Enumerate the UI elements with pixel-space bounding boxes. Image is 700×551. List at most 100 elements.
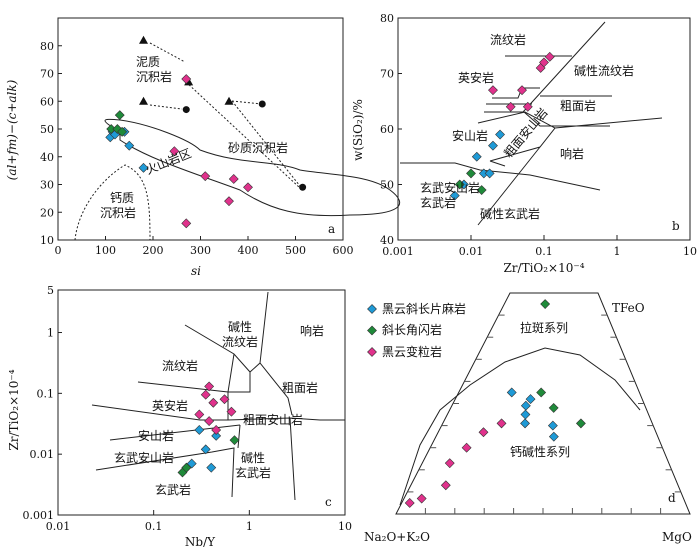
b-xtick-label: 0.1 [535, 245, 553, 258]
a-xtick-label: 400 [238, 244, 259, 257]
legend-marker [367, 304, 377, 314]
a-ytick-label: 50 [40, 123, 54, 136]
panel-a-field-calc: 钙质 [110, 191, 134, 205]
b-xtick-label: 0.01 [459, 245, 484, 258]
legend-label-amphibolite: 斜长角闪岩 [382, 322, 442, 337]
panel-c-field-trachyandesite: 粗面安山岩 [243, 412, 303, 427]
panel-c-field-alk-rhyolite: 碱性 [228, 320, 252, 334]
panel-b-field-rhyolite: 流纹岩 [490, 32, 526, 47]
panel-d-apex-top: TFeO [612, 301, 645, 315]
c-ytick-label: 0.001 [23, 509, 55, 522]
c-ytick-label: 1 [47, 327, 54, 340]
c-point [208, 397, 219, 408]
a-ytick-label: 30 [40, 179, 54, 192]
b-ytick-label: 50 [380, 179, 394, 192]
panel-c-tag: c [325, 495, 332, 509]
panel-d-field-tholeiitic: 拉斑系列 [520, 320, 568, 335]
a-point [169, 146, 180, 157]
a-point [181, 74, 192, 84]
c-point [211, 430, 222, 441]
d-point [506, 387, 517, 398]
panel-a-volcanic-field [104, 118, 401, 217]
panel-c-field-dacite: 英安岩 [152, 398, 188, 413]
panel-d: TFeO Na₂O+K₂O MgO 拉斑系列 钙碱性系列 d 黑云斜长片麻岩 斜… [364, 292, 692, 544]
d-point [461, 442, 472, 453]
panel-d-triangle [395, 292, 691, 515]
c-point [200, 389, 211, 400]
panel-c-field-alk-basalt-2: 玄武岩 [235, 465, 271, 480]
a-ref-circle [258, 100, 266, 108]
a-ref-circle [182, 106, 190, 114]
c-xtick-label: 1 [246, 520, 253, 533]
a-ytick-label: 70 [40, 68, 54, 81]
panel-b-y-ticks: 40 50 60 70 80 [380, 12, 402, 247]
a-ytick-label: 20 [40, 206, 54, 219]
b-point [544, 51, 555, 62]
panel-d-apex-right: MgO [662, 530, 692, 544]
d-point [520, 400, 531, 411]
a-point [138, 162, 149, 173]
panel-c-x-ticks: 0.01 0.1 1 10 [46, 510, 352, 533]
d-point [536, 387, 547, 398]
b-xtick-label: 10 [683, 245, 697, 258]
a-point [243, 182, 253, 193]
panel-a-points [105, 74, 253, 229]
a-ref-triangle [224, 96, 234, 105]
panel-b-field-dacite: 英安岩 [458, 70, 494, 85]
a-xtick-label: 600 [333, 244, 354, 257]
c-ytick-label: 0.01 [30, 448, 55, 461]
a-point [124, 140, 135, 151]
panel-b-x-ticks: 0.001 0.01 0.1 1 10 [382, 235, 697, 258]
d-point [478, 427, 489, 438]
a-xtick-label: 500 [285, 244, 306, 257]
panel-a-calc-field [74, 164, 151, 241]
d-point [496, 418, 507, 429]
c-point [219, 394, 230, 405]
d-point [548, 402, 559, 413]
b-ytick-label: 40 [380, 234, 394, 247]
b-point [466, 168, 476, 179]
a-ytick-label: 40 [40, 151, 54, 164]
d-point [520, 409, 531, 420]
b-point [522, 101, 533, 112]
a-ytick-label: 60 [40, 95, 54, 108]
d-point [525, 394, 536, 405]
panel-d-field-calcalkaline: 钙碱性系列 [510, 445, 570, 459]
panel-c-frame [57, 289, 346, 516]
d-point [520, 418, 530, 429]
d-point [540, 299, 551, 309]
panel-c-field-rhyolite: 流纹岩 [162, 358, 198, 373]
panel-b-field-andesite: 安山岩 [452, 128, 488, 143]
legend-label-gneiss: 黑云斜长片麻岩 [382, 301, 466, 316]
b-point [471, 151, 482, 162]
b-point [505, 101, 516, 112]
panel-d-boundary [399, 347, 641, 506]
panel-c-x-label: Nb/Y [185, 535, 216, 549]
panel-b-x-label: Zr/TiO₂×10⁻⁴ [503, 261, 584, 275]
a-xtick-label: 100 [95, 244, 116, 257]
panel-a-y-ticks: 10 20 30 40 50 60 70 80 [40, 40, 62, 247]
c-xtick-label: 10 [338, 520, 352, 533]
a-ref-circle [299, 183, 307, 191]
b-point [517, 85, 527, 96]
c-point [194, 409, 205, 420]
b-point [539, 57, 549, 68]
d-point [547, 420, 558, 431]
c-ytick-label: 0.1 [37, 387, 55, 400]
d-point [548, 431, 559, 442]
c-point [181, 462, 192, 473]
panel-c-field-alk-basalt: 碱性 [241, 451, 265, 465]
panel-d-ticks [407, 314, 681, 514]
c-point [226, 406, 237, 417]
d-point [440, 480, 451, 491]
b-point [476, 185, 487, 195]
panel-d-tag: d [668, 491, 676, 505]
a-xtick-label: 0 [55, 244, 62, 257]
b-xtick-label: 1 [614, 245, 621, 258]
panel-c-field-trachyte: 粗面岩 [282, 380, 318, 395]
c-point [229, 435, 240, 446]
panel-a-field-pelitic-2: 沉积岩 [136, 69, 172, 84]
